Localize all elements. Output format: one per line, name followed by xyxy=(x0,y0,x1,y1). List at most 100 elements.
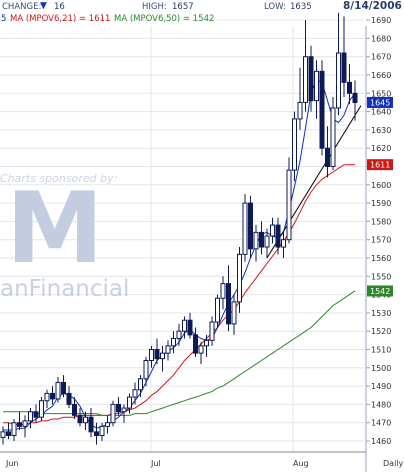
candle-body-up xyxy=(242,202,248,255)
candle xyxy=(176,323,182,346)
x-tick-label: Aug xyxy=(293,459,309,468)
candle xyxy=(209,316,215,346)
low-label: LOW: xyxy=(264,2,286,12)
candle xyxy=(286,157,292,244)
candle-body-down xyxy=(88,416,94,433)
y-tick-label: 1590 xyxy=(371,199,391,208)
candle-body-up xyxy=(83,416,88,424)
candle xyxy=(138,375,143,398)
candle-body-up xyxy=(105,422,110,427)
candle-body-up xyxy=(182,319,187,332)
y-tick-label: 1500 xyxy=(371,364,391,373)
logo-watermark: M xyxy=(6,172,104,286)
candle xyxy=(237,247,242,313)
change-value: 16 xyxy=(54,2,65,12)
candle-body-up xyxy=(198,345,204,354)
candle xyxy=(94,422,99,445)
chart-date: 8/14/2006 xyxy=(343,0,402,12)
candle-body-down xyxy=(187,319,193,336)
x-tick-label: Jun xyxy=(5,459,19,468)
candle xyxy=(110,400,116,427)
candle-body-down xyxy=(6,431,11,437)
ma-line xyxy=(3,164,355,425)
candle-body-up xyxy=(270,224,275,237)
ma5-legend: 5 xyxy=(1,14,7,24)
price-tag xyxy=(367,285,393,297)
candle xyxy=(204,334,209,357)
candle-body-up xyxy=(264,235,270,248)
candle xyxy=(17,411,22,431)
chart-header: CHANGE: ▼ 16 HIGH: 1657 LOW: 1635 8/14/2… xyxy=(0,0,404,26)
candle xyxy=(160,345,165,372)
candle-body-up xyxy=(55,381,61,400)
y-tick-label: 1690 xyxy=(371,16,391,25)
candle xyxy=(336,12,341,116)
high-label: HIGH: xyxy=(142,2,167,12)
candle-body-up xyxy=(165,345,171,354)
change-down-arrow-icon: ▼ xyxy=(40,1,47,11)
candle xyxy=(292,111,297,182)
trendline xyxy=(266,105,362,259)
candle xyxy=(341,16,347,97)
company-watermark: anFinancial xyxy=(0,276,130,302)
candle-body-up xyxy=(286,169,292,241)
y-tick-label: 1580 xyxy=(371,217,391,226)
candle xyxy=(11,419,17,441)
y-tick-label: 1530 xyxy=(371,309,391,318)
candle-body-up xyxy=(220,283,226,299)
candle xyxy=(314,60,319,119)
trendline-segment xyxy=(266,105,362,259)
candle xyxy=(61,375,66,398)
candle-body-up xyxy=(127,396,132,409)
candle-body-down xyxy=(193,334,198,354)
candle xyxy=(149,345,154,368)
candle xyxy=(226,265,231,332)
candle xyxy=(127,393,132,414)
candle xyxy=(347,64,352,105)
price-tag xyxy=(367,96,393,108)
candle xyxy=(193,327,198,357)
candle-body-up xyxy=(297,101,303,120)
candle-body-up xyxy=(121,407,127,413)
candle-body-down xyxy=(94,431,99,437)
candle xyxy=(39,397,44,421)
ma50-legend: MA (MPOV6,50) = 1542 xyxy=(114,14,215,24)
y-tick-label: 1650 xyxy=(371,89,391,98)
candle-body-up xyxy=(336,52,341,109)
candle xyxy=(72,397,77,420)
candlesticks xyxy=(0,12,358,445)
candle-body-down xyxy=(33,411,39,418)
candle-body-down xyxy=(319,70,325,149)
candle xyxy=(330,96,336,171)
candle xyxy=(55,376,61,403)
candle-body-up xyxy=(44,392,50,402)
candle-body-up xyxy=(303,56,308,103)
candle-body-down xyxy=(61,381,66,394)
candle-body-up xyxy=(0,431,6,438)
candle xyxy=(77,408,83,427)
y-tick-label: 1600 xyxy=(371,181,391,190)
candle-body-down xyxy=(275,224,281,248)
candle-body-down xyxy=(308,56,314,102)
candle xyxy=(66,386,72,409)
candle xyxy=(6,422,11,440)
candle xyxy=(143,356,149,387)
candle xyxy=(44,389,50,409)
candle-body-down xyxy=(72,403,77,416)
candle-body-up xyxy=(231,301,237,325)
candle xyxy=(182,316,187,339)
candle-body-down xyxy=(259,231,264,248)
candle xyxy=(88,408,94,438)
candle xyxy=(83,411,88,431)
y-tick-label: 1480 xyxy=(371,400,391,409)
candle-body-down xyxy=(248,202,253,250)
candle xyxy=(121,404,127,423)
candle-body-up xyxy=(253,231,259,250)
candle-body-up xyxy=(138,378,143,391)
candle-body-down xyxy=(50,392,55,400)
candle xyxy=(50,386,55,405)
price-tag-label: 1611 xyxy=(370,161,390,170)
candle xyxy=(22,415,28,438)
